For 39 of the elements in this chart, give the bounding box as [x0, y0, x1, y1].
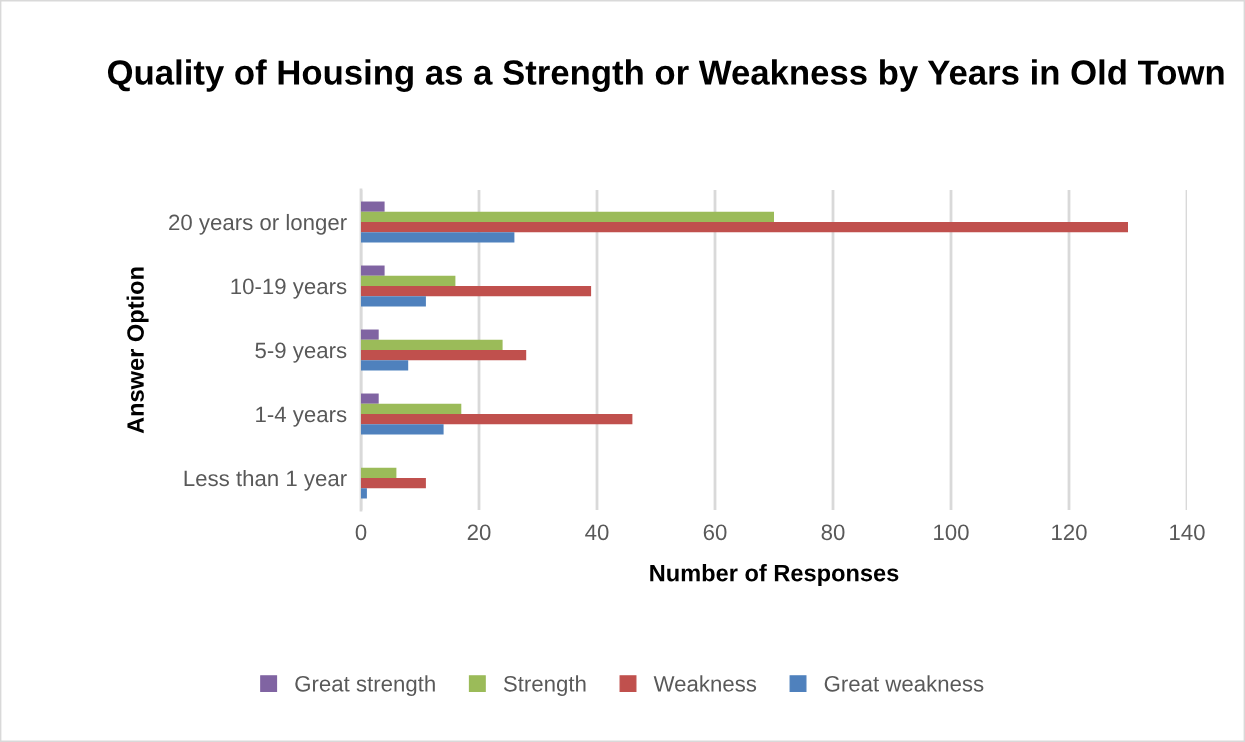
bar [361, 275, 456, 286]
bar [361, 296, 426, 307]
x-tick-label: 60 [703, 524, 727, 541]
y-tick-label: Less than 1 year [184, 469, 347, 491]
bar [361, 467, 397, 478]
y-tick-label: 10-19 years [231, 278, 347, 299]
bar [361, 478, 426, 489]
x-tick-label: 80 [821, 524, 845, 541]
bar [361, 329, 379, 340]
bar [361, 488, 367, 499]
x-tick-label: 140 [1170, 524, 1205, 541]
x-tick-label: 100 [934, 524, 969, 541]
bar [361, 339, 503, 350]
x-tick-label: 40 [585, 524, 609, 541]
bar [361, 424, 444, 435]
y-tick-label: 1-4 years [256, 406, 347, 427]
bar [361, 222, 1128, 233]
legend-label: Weakness [653, 675, 757, 692]
bar [361, 201, 385, 212]
bar [361, 265, 385, 276]
bar [361, 232, 515, 243]
chart-title: Quality of Housing as a Strength or Weakness by Years in Old Town [107, 59, 1224, 92]
bar [361, 211, 774, 222]
legend-label: Great strength [295, 675, 435, 697]
x-tick-label: 20 [467, 524, 491, 541]
x-tick-label: 120 [1052, 524, 1087, 541]
y-tick-label: 5-9 years [255, 342, 347, 363]
x-tick-label: 0 [355, 524, 367, 541]
x-axis-title: Number of Responses [650, 564, 899, 587]
bar [361, 350, 527, 361]
bar [361, 414, 633, 425]
legend-label: Great weakness [824, 675, 984, 692]
legend-label: Strength [503, 675, 586, 697]
bar [361, 403, 462, 414]
bar [361, 393, 379, 404]
y-axis-title: Answer Option [126, 267, 149, 434]
bar [361, 286, 592, 297]
y-tick-label: 20 years or longer [169, 213, 347, 235]
bar [361, 360, 409, 371]
